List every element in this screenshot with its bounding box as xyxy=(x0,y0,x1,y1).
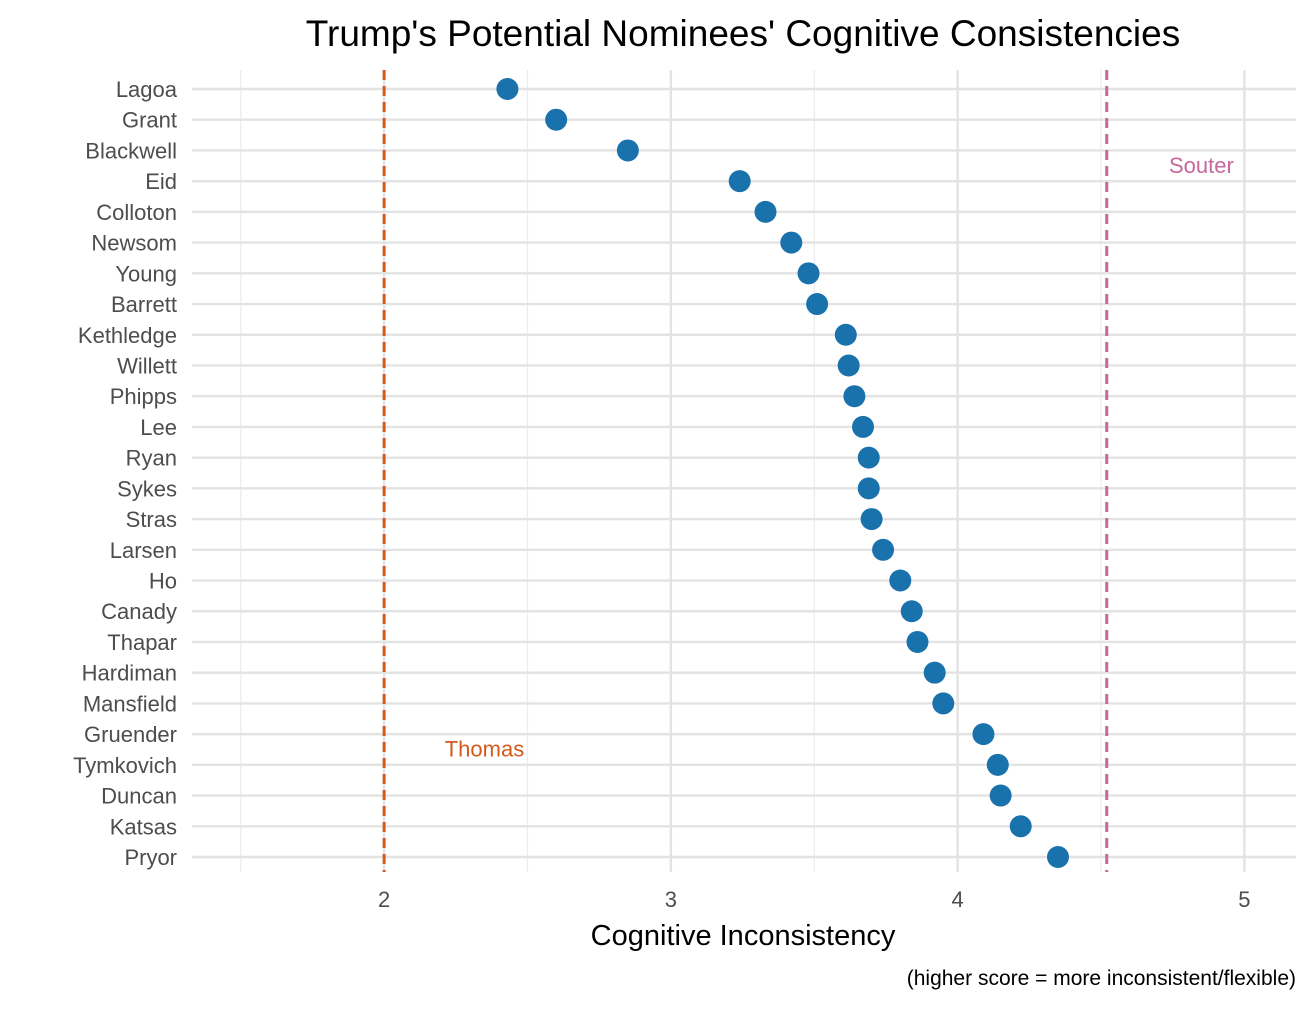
reference-lines xyxy=(382,70,1109,872)
data-point xyxy=(1009,815,1032,838)
y-axis-label: Katsas xyxy=(110,814,177,839)
data-point xyxy=(806,293,829,316)
y-axis-label: Young xyxy=(115,261,177,286)
minor-gridlines xyxy=(240,70,1102,872)
y-axis-label: Lagoa xyxy=(116,77,178,102)
y-axis-label: Gruender xyxy=(84,722,177,747)
x-tick-label: 2 xyxy=(378,887,390,912)
y-axis-label: Grant xyxy=(122,108,177,133)
data-point xyxy=(496,78,519,100)
data-point xyxy=(900,600,923,623)
y-axis-label: Willett xyxy=(117,353,177,378)
y-axis-label: Colloton xyxy=(96,200,177,225)
data-point xyxy=(857,477,880,500)
data-point xyxy=(989,784,1012,807)
y-axis-label: Kethledge xyxy=(78,323,177,348)
x-axis-title: Cognitive Inconsistency xyxy=(591,920,896,952)
data-point xyxy=(923,661,946,684)
y-axis-label: Stras xyxy=(126,507,177,532)
data-point xyxy=(932,692,955,715)
y-axis-label: Mansfield xyxy=(83,691,177,716)
chart-title: Trump's Potential Nominees' Cognitive Co… xyxy=(306,13,1180,54)
y-axis-label: Lee xyxy=(140,415,177,440)
y-axis-labels: Lagoa Grant Blackwell Eid Colloton Newsom Youn… xyxy=(73,77,178,870)
y-axis-label: Ho xyxy=(149,569,177,594)
y-axis-label: Canady xyxy=(101,599,177,624)
reference-label: Souter xyxy=(1169,153,1234,178)
data-point xyxy=(834,323,857,346)
y-axis-label: Tymkovich xyxy=(73,753,177,778)
data-point xyxy=(889,569,912,592)
x-axis-ticks: 2 3 4 5 xyxy=(378,887,1251,912)
data-point xyxy=(843,385,866,408)
y-axis-label: Larsen xyxy=(110,538,177,563)
data-point xyxy=(780,231,803,254)
y-axis-label: Pryor xyxy=(124,845,177,870)
data-point xyxy=(837,354,860,377)
y-axis-label: Thapar xyxy=(107,630,177,655)
x-tick-label: 5 xyxy=(1238,887,1250,912)
y-axis-label: Newsom xyxy=(91,231,177,256)
chart-caption: (higher score = more inconsistent/flexib… xyxy=(907,967,1296,990)
y-axis-label: Eid xyxy=(145,169,177,194)
data-point xyxy=(754,200,777,223)
data-point xyxy=(728,170,751,193)
data-point xyxy=(852,415,875,438)
x-tick-label: 4 xyxy=(952,887,964,912)
y-axis-label: Phipps xyxy=(110,384,177,409)
data-point xyxy=(860,508,883,531)
data-point xyxy=(1046,846,1069,868)
y-axis-label: Sykes xyxy=(117,476,177,501)
data-point xyxy=(616,139,639,162)
reference-label: Thomas xyxy=(445,736,524,761)
data-point xyxy=(872,538,895,561)
data-point xyxy=(797,262,820,285)
data-point xyxy=(972,723,995,746)
y-axis-label: Ryan xyxy=(126,446,177,471)
row-gridlines xyxy=(192,87,1296,859)
y-axis-label: Hardiman xyxy=(82,661,177,686)
data-point xyxy=(857,446,880,469)
y-axis-label: Duncan xyxy=(101,784,177,809)
data-point xyxy=(906,630,929,653)
data-point xyxy=(986,753,1009,776)
data-point xyxy=(545,108,568,131)
reference-labels: Thomas Souter xyxy=(445,153,1234,762)
data-points xyxy=(496,78,1069,868)
y-axis-label: Barrett xyxy=(111,292,177,317)
y-axis-label: Blackwell xyxy=(85,138,177,163)
x-tick-label: 3 xyxy=(665,887,677,912)
